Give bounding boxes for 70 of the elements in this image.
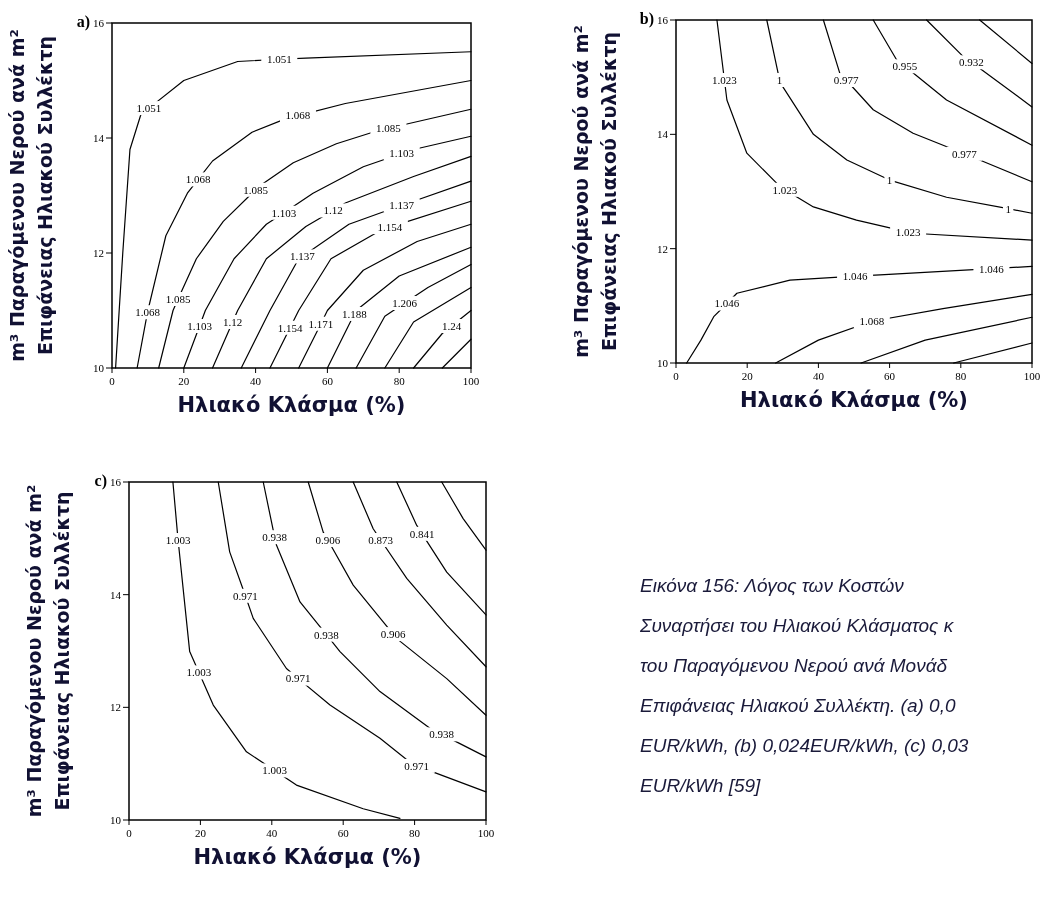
y-tick-label: 12 (110, 701, 121, 714)
annotation: 1.171 (308, 317, 334, 330)
annotation: 0.841 (409, 527, 435, 540)
y-tick-label: 12 (657, 242, 668, 255)
y-tick-label: 14 (657, 128, 669, 141)
annotation: 0.906 (315, 533, 341, 546)
annotation: 0.938 (262, 531, 288, 544)
chart-title: a) (76, 13, 90, 31)
annotation: 1.085 (243, 183, 269, 196)
y-tick-label: 16 (657, 13, 669, 26)
y-tick-label: 10 (657, 356, 669, 369)
y-tick-label: 12 (93, 246, 104, 259)
x-tick-label: 0 (673, 370, 680, 382)
x-tick-label: 0 (109, 375, 116, 387)
x-tick-label: 20 (194, 827, 207, 839)
x-tick-label: 20 (741, 370, 754, 382)
annotation: 1.068 (185, 173, 212, 186)
y-axis-title: m³ Παραγόμενου Νερού ανά m² Επιφάνειας Ηλιακού Συλλέκτη (6, 29, 56, 362)
annotation: 1.023 (712, 73, 738, 86)
x-tick-label: 80 (955, 370, 967, 382)
annotation: 0.906 (380, 627, 407, 640)
annotation: 1.068 (135, 306, 161, 319)
x-axis-title: Ηλιακό Κλάσμα (%) (740, 388, 968, 412)
y-tick-label: 10 (93, 361, 105, 374)
y-tick-label: 10 (110, 813, 122, 826)
annotation: 0.977 (833, 73, 860, 86)
annotation: 1 (776, 73, 783, 86)
x-tick-label: 100 (462, 375, 480, 387)
x-tick-label: 100 (477, 827, 495, 839)
annotation: 0.873 (368, 533, 394, 546)
annotation: 1.003 (165, 533, 191, 546)
text: Συναρτήσει του Ηλιακού Κλάσματος κ (639, 615, 955, 636)
x-tick-label: 60 (337, 827, 350, 839)
chart-title: b) (639, 10, 654, 28)
text: Εικόνα 156: Λόγος των Κοστών (640, 575, 905, 596)
annotation: 1 (886, 173, 893, 186)
y-tick-label: 14 (110, 588, 122, 601)
annotation: 1.188 (341, 307, 368, 320)
x-tick-label: 80 (393, 375, 406, 387)
x-tick-label: 40 (812, 370, 825, 382)
x-tick-label: 60 (321, 375, 334, 387)
y-tick-label: 14 (93, 131, 105, 144)
annotation: 0.971 (233, 589, 258, 602)
y-axis-title: m³ Παραγόμενου Νερού ανά m² Επιφάνειας Ηλιακού Συλλέκτη (570, 25, 620, 358)
annotation: 1.003 (186, 666, 212, 679)
y-tick-label: 16 (110, 475, 122, 488)
annotation: 1.154 (277, 321, 303, 334)
annotation: 0.971 (285, 672, 311, 685)
annotation: 1.051 (136, 101, 162, 114)
text: EUR/kWh, (b) 0,024EUR/kWh, (c) 0,03 (640, 735, 969, 756)
annotation: 1 (1005, 202, 1011, 215)
annotation: 1.085 (165, 292, 191, 305)
x-axis-title: Ηλιακό Κλάσμα (%) (177, 393, 406, 417)
x-tick-label: 100 (1023, 370, 1041, 382)
x-tick-label: 20 (178, 375, 190, 387)
text: του Παραγόμενου Νερού ανά Μονάδ (640, 655, 948, 676)
x-tick-label: 60 (884, 370, 896, 382)
annotation: 0.938 (314, 628, 340, 641)
chart-title: c) (94, 472, 107, 490)
y-tick-label: 16 (93, 16, 105, 29)
y-axis-title: m³ Παραγόμενου Νερού ανά m² Επιφάνειας Ηλιακού Συλλέκτη (23, 484, 73, 818)
annotation: 1.12 (223, 315, 243, 328)
text: EUR/kWh [59] (640, 775, 762, 796)
annotation: 1.103 (187, 319, 213, 332)
x-axis-title: Ηλιακό Κλάσμα (%) (193, 845, 422, 869)
text: Επιφάνειας Ηλιακού Συλλέκτη. (a) 0,0 (640, 695, 956, 716)
x-tick-label: 40 (266, 827, 278, 839)
x-tick-label: 80 (409, 827, 421, 839)
x-tick-label: 40 (250, 375, 262, 387)
x-tick-label: 0 (126, 827, 133, 839)
